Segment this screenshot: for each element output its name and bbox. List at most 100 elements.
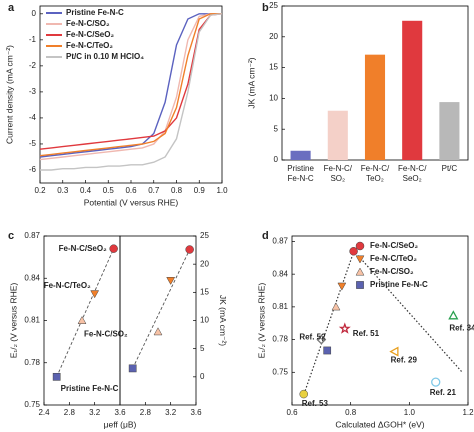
legend-label: Fe-N-C/SeO₂ xyxy=(66,30,114,39)
y-tick-label: 0 xyxy=(274,155,279,164)
x-tick-label: 1.0 xyxy=(404,408,416,417)
point xyxy=(323,346,332,355)
curve xyxy=(39,13,223,150)
y-tick-label: 0.78 xyxy=(272,335,288,344)
x-tick-label: 0.8 xyxy=(171,186,183,195)
reference-label: Ref. 29 xyxy=(391,356,418,365)
y-axis-label: JK (mA cm⁻²) xyxy=(246,57,256,108)
x-tick-label: 3.2 xyxy=(89,408,101,417)
x-tick-label: SO₂ xyxy=(330,174,345,183)
y-tick-label: 5 xyxy=(200,344,205,353)
legend-label: Pristine Fe-N-C xyxy=(66,8,124,17)
x-axis-label: Potential (V versus RHE) xyxy=(84,197,179,207)
y-tick-label: 10 xyxy=(200,316,209,325)
point-label: Fe-N-C/SO₂ xyxy=(84,330,128,339)
y-tick-label: -2 xyxy=(29,61,37,70)
point xyxy=(337,282,347,291)
curve xyxy=(40,13,223,171)
x-tick-label: 2.4 xyxy=(38,408,50,417)
point xyxy=(299,389,308,399)
point-label: Fe-N-C/SeO₂ xyxy=(59,244,107,253)
bar xyxy=(402,20,423,161)
x-tick-label: 2.8 xyxy=(140,408,152,417)
reference-label: Ref. 21 xyxy=(430,388,457,397)
y-tick-label: 0 xyxy=(32,9,37,18)
reference-label: Ref. 34 xyxy=(449,324,474,333)
x-tick-label: 0.8 xyxy=(345,408,357,417)
y-tick-label: 0 xyxy=(200,372,205,381)
y-tick-label: 0.75 xyxy=(24,400,40,409)
x-tick-label: 0.9 xyxy=(194,186,206,195)
legend-label: Fe-N-C/SO₂ xyxy=(370,267,414,276)
point xyxy=(448,310,459,320)
x-axis-label: μeff (μB) xyxy=(104,419,137,429)
point-label: Fe-N-C/TeO₂ xyxy=(44,281,91,290)
point xyxy=(166,277,176,286)
y-tick-label: 0.75 xyxy=(272,367,288,376)
x-tick-label: 3.6 xyxy=(190,408,202,417)
curve xyxy=(39,13,222,161)
point xyxy=(77,315,87,324)
x-tick-label: Pt/C xyxy=(442,164,458,173)
y-tick-label: 0.84 xyxy=(24,273,40,282)
x-axis-label: Calculated ΔGOH* (eV) xyxy=(335,419,424,429)
legend-label: Fe-N-C/TeO₂ xyxy=(66,41,113,50)
x-tick-label: Fe-N-C xyxy=(287,174,313,183)
y-tick-label: 0.84 xyxy=(272,269,288,278)
y-tick-label: 15 xyxy=(200,287,209,296)
x-tick-label: 3.2 xyxy=(165,408,177,417)
y-tick-label: 20 xyxy=(200,259,209,268)
panel-label: d xyxy=(262,230,269,242)
x-tick-label: Fe-N-C/ xyxy=(398,164,427,173)
y-axis-label: E₁/₂ (V versus RHE) xyxy=(8,283,18,359)
y-tick-label: 5 xyxy=(274,124,279,133)
y-tick-label: 15 xyxy=(269,63,278,72)
y-tick-label: 25 xyxy=(200,231,209,240)
y-tick-label: -4 xyxy=(29,113,37,122)
y-tick-label: 0.87 xyxy=(24,231,40,240)
panel-label: b xyxy=(262,2,269,14)
x-tick-label: Fe-N-C/ xyxy=(361,164,390,173)
point xyxy=(355,241,365,251)
curve xyxy=(39,13,222,157)
y-axis-label: E₁/₂ (V versus RHE) xyxy=(256,283,266,359)
panel-label: a xyxy=(8,2,15,14)
x-tick-label: 0.6 xyxy=(125,186,137,195)
point xyxy=(431,377,441,387)
y-tick-label: -3 xyxy=(29,87,37,96)
y-axis-label: Current density (mA cm⁻²) xyxy=(4,45,14,144)
y-tick-label: -5 xyxy=(29,139,37,148)
y-tick-label: 0.81 xyxy=(272,302,288,311)
point-label: Pristine Fe-N-C xyxy=(61,384,119,393)
y-tick-label: 10 xyxy=(269,94,278,103)
point xyxy=(316,334,327,345)
bar xyxy=(290,150,311,160)
point xyxy=(128,364,137,373)
legend-label: Fe-N-C/SeO₂ xyxy=(370,241,418,250)
panel-label: c xyxy=(8,230,14,242)
x-tick-label: 1.2 xyxy=(462,408,474,417)
bar xyxy=(439,102,460,160)
bar xyxy=(364,54,386,160)
y-tick-label: -6 xyxy=(29,165,37,174)
x-tick-label: 0.7 xyxy=(148,186,160,195)
point xyxy=(90,290,100,299)
point xyxy=(109,244,118,253)
x-tick-label: 2.8 xyxy=(64,408,76,417)
x-tick-label: Pristine xyxy=(287,164,314,173)
point xyxy=(356,281,364,289)
y-axis-label: JK (mA cm⁻²) xyxy=(218,295,228,346)
x-tick-label: Fe-N-C/ xyxy=(324,164,353,173)
plot-frame xyxy=(291,235,469,406)
legend-label: Pristine Fe-N-C xyxy=(370,280,428,289)
y-tick-label: 0.81 xyxy=(24,316,40,325)
reference-label: Ref. 51 xyxy=(353,329,380,338)
x-tick-label: 0.5 xyxy=(103,186,115,195)
y-tick-label: 20 xyxy=(269,32,278,41)
x-tick-label: 0.3 xyxy=(57,186,69,195)
y-tick-label: 25 xyxy=(269,1,278,10)
point xyxy=(349,247,358,256)
legend-label: Fe-N-C/TeO₂ xyxy=(370,254,417,263)
x-tick-label: 3.6 xyxy=(114,408,126,417)
